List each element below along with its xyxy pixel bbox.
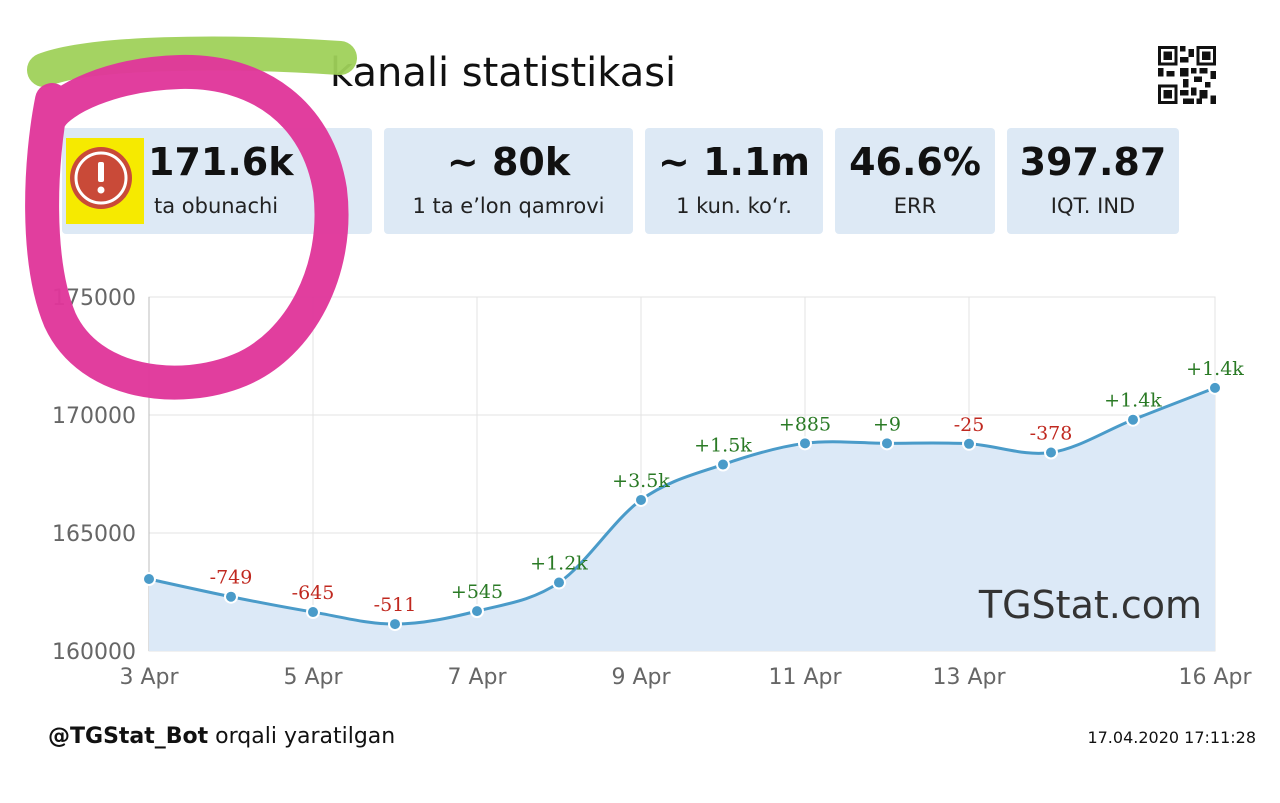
x-tick-label: 11 Apr bbox=[768, 665, 842, 690]
alert-icon bbox=[70, 147, 132, 209]
stat-card-citation-index: 397.87 IQT. IND bbox=[1007, 128, 1179, 234]
stat-card-post-reach: ~ 80k 1 ta e’lon qamrovi bbox=[384, 128, 633, 234]
data-label: +1.4k bbox=[1186, 358, 1244, 380]
data-label: -645 bbox=[292, 582, 335, 604]
stat-card-err: 46.6% ERR bbox=[835, 128, 995, 234]
qr-code-icon bbox=[1158, 46, 1216, 104]
data-label: -749 bbox=[210, 567, 253, 589]
stat-label: ERR bbox=[893, 194, 937, 218]
y-tick-label: 160000 bbox=[52, 640, 136, 665]
x-tick-label: 3 Apr bbox=[119, 665, 179, 690]
bot-handle: @TGStat_Bot bbox=[48, 724, 209, 749]
data-label: +885 bbox=[779, 413, 831, 435]
data-label: +1.2k bbox=[530, 553, 588, 575]
chart-x-ticks: 3 Apr 5 Apr 7 Apr 9 Apr 11 Apr 13 Apr 16 Apr bbox=[119, 665, 1252, 690]
data-label: +545 bbox=[451, 581, 503, 603]
stat-value: 397.87 bbox=[1019, 140, 1167, 184]
data-point bbox=[470, 604, 484, 619]
data-point bbox=[306, 605, 320, 620]
x-tick-label: 7 Apr bbox=[447, 665, 507, 690]
stat-label: 1 ta e’lon qamrovi bbox=[412, 194, 605, 218]
data-point bbox=[634, 492, 648, 507]
data-label: -511 bbox=[374, 594, 417, 616]
highlight-circle bbox=[25, 54, 349, 400]
data-point bbox=[388, 617, 402, 632]
data-point bbox=[1208, 380, 1222, 395]
page-title: kanali statistikasi bbox=[330, 50, 677, 96]
stat-card-daily-views: ~ 1.1m 1 kun. ko‘r. bbox=[645, 128, 823, 234]
stat-label: ta obunachi bbox=[154, 194, 279, 218]
footer-credit-suffix: orqali yaratilgan bbox=[208, 724, 396, 749]
data-label: -378 bbox=[1030, 423, 1073, 445]
x-tick-label: 5 Apr bbox=[283, 665, 343, 690]
channel-avatar bbox=[66, 138, 144, 224]
chart-series-line bbox=[148, 386, 1216, 626]
footer-credit: @TGStat_Bot orqali yaratilgan bbox=[48, 724, 395, 749]
stat-value: ~ 1.1m bbox=[658, 140, 810, 184]
data-point bbox=[962, 436, 976, 451]
data-label: -25 bbox=[954, 414, 985, 436]
chart-watermark: TGStat.com bbox=[978, 583, 1202, 627]
data-label: +1.4k bbox=[1104, 390, 1162, 412]
x-tick-label: 13 Apr bbox=[932, 665, 1006, 690]
subscribers-chart: -749 -645 -511 +545 +1.2k +3.5k +1.5k +885 +9 -25… bbox=[52, 286, 1252, 690]
data-point bbox=[224, 589, 238, 604]
data-point bbox=[142, 572, 156, 587]
y-tick-label: 165000 bbox=[52, 522, 136, 547]
stat-label: 1 kun. ko‘r. bbox=[676, 194, 792, 218]
data-point bbox=[880, 436, 894, 451]
x-tick-label: 9 Apr bbox=[611, 665, 671, 690]
chart-change-labels: -749 -645 -511 +545 +1.2k +3.5k +1.5k +885 +9 -25… bbox=[210, 358, 1245, 616]
footer-timestamp: 17.04.2020 17:11:28 bbox=[1087, 728, 1256, 747]
highlight-scribble bbox=[27, 36, 357, 87]
data-label: +3.5k bbox=[612, 470, 670, 492]
data-point bbox=[1044, 445, 1058, 460]
x-tick-label: 16 Apr bbox=[1178, 665, 1252, 690]
stat-value: ~ 80k bbox=[446, 140, 571, 184]
chart-points bbox=[142, 380, 1222, 632]
stat-value: 171.6k bbox=[148, 140, 294, 184]
data-point bbox=[552, 575, 566, 590]
data-label: +1.5k bbox=[694, 435, 752, 457]
stat-label: IQT. IND bbox=[1050, 194, 1136, 218]
y-tick-label: 170000 bbox=[52, 404, 136, 429]
chart-area-fill bbox=[149, 387, 1215, 651]
data-label: +9 bbox=[873, 413, 901, 435]
data-point bbox=[1126, 412, 1140, 427]
data-point bbox=[798, 436, 812, 451]
data-point bbox=[716, 457, 730, 472]
stat-value: 46.6% bbox=[849, 140, 981, 184]
